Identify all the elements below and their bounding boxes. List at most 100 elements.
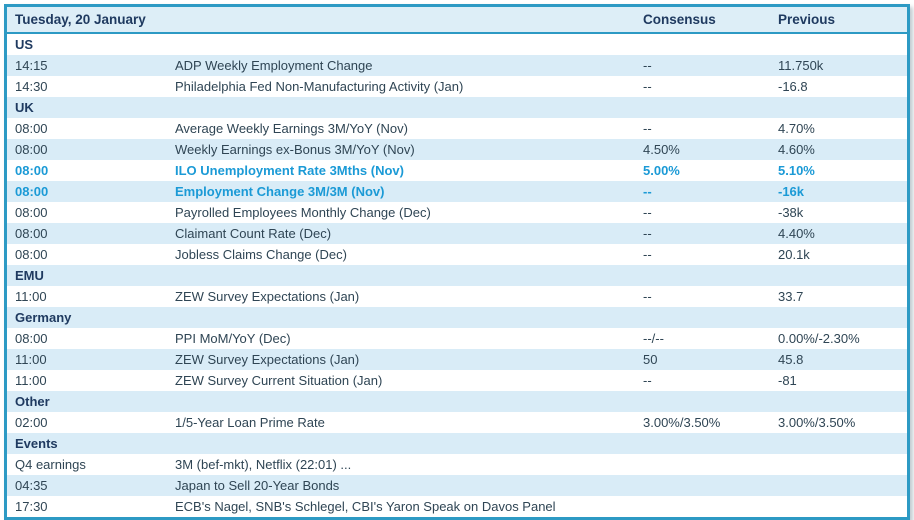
section-row: Events [7,433,907,454]
consensus-cell: -- [643,226,652,241]
previous-cell: 33.7 [778,289,804,304]
event-row: 11:00 ZEW Survey Expectations (Jan) -- 33.7 [7,286,907,307]
time-cell: 08:00 [15,226,48,241]
event-cell: Japan to Sell 20-Year Bonds [175,478,340,493]
section-label: Other [15,394,50,409]
event-row: 08:00 ILO Unemployment Rate 3Mths (Nov) 5.… [7,160,907,181]
event-row: 08:00 Employment Change 3M/3M (Nov) -- -16k [7,181,907,202]
previous-cell: -38k [778,205,804,220]
section-row: US [7,34,907,55]
time-cell: 08:00 [15,163,49,178]
consensus-cell [643,454,778,475]
previous-column-header: Previous [778,12,836,27]
event-row: 08:00 Claimant Count Rate (Dec) -- 4.40% [7,223,907,244]
time-cell: 17:30 [15,499,48,514]
event-cell: PPI MoM/YoY (Dec) [175,331,291,346]
previous-cell [778,475,907,496]
time-cell: 08:00 [15,331,48,346]
time-cell: 08:00 [15,142,48,157]
time-cell: 08:00 [15,184,49,199]
consensus-cell [643,496,778,517]
event-row: 08:00 Weekly Earnings ex-Bonus 3M/YoY (No… [7,139,907,160]
consensus-cell: -- [643,247,652,262]
previous-cell: 20.1k [778,247,810,262]
section-label: US [15,37,34,52]
event-cell: 1/5-Year Loan Prime Rate [175,415,325,430]
event-row: 17:30 ECB's Nagel, SNB's Schlegel, CBI's … [7,496,907,517]
previous-cell: -16k [778,184,805,199]
previous-cell: -16.8 [778,79,808,94]
event-row: 08:00 Payrolled Employees Monthly Change … [7,202,907,223]
consensus-cell: -- [643,184,652,199]
event-cell: ECB's Nagel, SNB's Schlegel, CBI's Yaron… [175,499,556,514]
time-cell: 11:00 [15,289,47,304]
consensus-cell [643,475,778,496]
previous-cell: 11.750k [778,58,824,73]
consensus-column-header: Consensus [643,12,716,27]
event-cell: ADP Weekly Employment Change [175,58,373,73]
event-cell: Weekly Earnings ex-Bonus 3M/YoY (Nov) [175,142,415,157]
section-label: Events [15,436,58,451]
event-row: 02:00 1/5-Year Loan Prime Rate 3.00%/3.50%… [7,412,907,433]
time-cell: 14:15 [15,58,48,73]
event-cell: ZEW Survey Expectations (Jan) [175,289,360,304]
consensus-cell: -- [643,121,652,136]
consensus-cell: 3.00%/3.50% [643,415,721,430]
consensus-cell: -- [643,289,652,304]
previous-cell: -81 [778,373,797,388]
previous-cell [778,496,907,517]
time-cell: 04:35 [15,478,48,493]
section-label: UK [15,100,34,115]
previous-cell: 3.00%/3.50% [778,415,856,430]
previous-cell: 0.00%/-2.30% [778,331,860,346]
event-cell: ZEW Survey Current Situation (Jan) [175,373,383,388]
event-row: 14:15 ADP Weekly Employment Change -- 11.75… [7,55,907,76]
event-row: 11:00 ZEW Survey Current Situation (Jan) -… [7,370,907,391]
consensus-cell: -- [643,58,652,73]
previous-cell: 5.10% [778,163,815,178]
section-row: EMU [7,265,907,286]
consensus-cell: 4.50% [643,142,680,157]
previous-cell: 4.60% [778,142,815,157]
event-row: 14:30 Philadelphia Fed Non-Manufacturing … [7,76,907,97]
event-row: 08:00 Jobless Claims Change (Dec) -- 20.1k [7,244,907,265]
event-cell: Jobless Claims Change (Dec) [175,247,347,262]
time-cell: 08:00 [15,121,48,136]
time-cell: 11:00 [15,373,47,388]
previous-cell: 4.40% [778,226,815,241]
event-row: 08:00 PPI MoM/YoY (Dec) --/-- 0.00%/-2.30% [7,328,907,349]
event-cell: Payrolled Employees Monthly Change (Dec) [175,205,431,220]
previous-cell: 4.70% [778,121,815,136]
consensus-cell: -- [643,373,652,388]
consensus-cell: -- [643,79,652,94]
consensus-cell: 5.00% [643,163,680,178]
previous-cell: 45.8 [778,352,804,367]
section-row: Other [7,391,907,412]
time-cell: 11:00 [15,352,47,367]
section-label: EMU [15,268,44,283]
event-cell: 3M (bef-mkt), Netflix (22:01) ... [175,457,352,472]
time-cell: 08:00 [15,205,48,220]
event-cell: Employment Change 3M/3M (Nov) [175,184,385,199]
event-cell: Claimant Count Rate (Dec) [175,226,332,241]
event-row: 11:00 ZEW Survey Expectations (Jan) 50 45.8 [7,349,907,370]
event-row: 08:00 Average Weekly Earnings 3M/YoY (Nov… [7,118,907,139]
time-cell: 14:30 [15,79,48,94]
economic-calendar-table: Tuesday, 20 January Consensus Previous U… [4,4,910,520]
time-cell: Q4 earnings [15,457,86,472]
time-cell: 02:00 [15,415,48,430]
event-cell: Philadelphia Fed Non-Manufacturing Activ… [175,79,464,94]
section-row: Germany [7,307,907,328]
event-cell: ILO Unemployment Rate 3Mths (Nov) [175,163,404,178]
event-row: Q4 earnings 3M (bef-mkt), Netflix (22:01)… [7,454,907,475]
table-header-row: Tuesday, 20 January Consensus Previous [7,7,907,34]
date-title: Tuesday, 20 January [15,12,146,27]
section-label: Germany [15,310,72,325]
section-row: UK [7,97,907,118]
consensus-cell: -- [643,205,652,220]
previous-cell [778,454,907,475]
event-row: 04:35 Japan to Sell 20-Year Bonds [7,475,907,496]
event-cell: ZEW Survey Expectations (Jan) [175,352,360,367]
time-cell: 08:00 [15,247,48,262]
event-cell: Average Weekly Earnings 3M/YoY (Nov) [175,121,408,136]
